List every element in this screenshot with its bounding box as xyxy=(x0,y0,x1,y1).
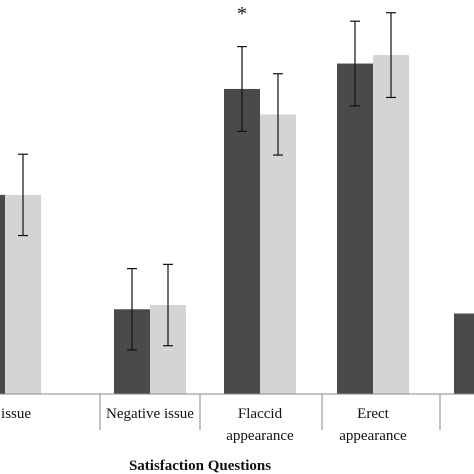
significance-marker-1: * xyxy=(237,3,247,25)
significance-layer: * xyxy=(237,3,247,25)
bar-s2-c4 xyxy=(373,55,409,395)
bar-s1-c1 xyxy=(0,194,5,394)
x-tick-label-3: Flaccid appearance xyxy=(226,406,294,444)
x-tick-label-3-line-2: appearance xyxy=(226,428,294,444)
x-tick-label-2-line-1: Negative issue xyxy=(106,406,194,422)
bars-layer xyxy=(0,55,474,395)
x-tick-labels-layer: ive issue Negative issue Flaccid appearance… xyxy=(0,406,407,444)
bar-s1-c4 xyxy=(337,63,373,394)
error-bars-layer xyxy=(18,12,396,351)
bar-s2-c3 xyxy=(260,114,296,395)
x-axis-title: Satisfaction Questions xyxy=(129,458,271,474)
x-tick-label-3-line-1: Flaccid xyxy=(238,406,283,422)
x-tick-label-4: Erect appearance xyxy=(339,406,407,444)
bar-s1-c3 xyxy=(224,88,260,394)
x-tick-label-2: Negative issue xyxy=(106,406,194,422)
x-tick-label-1-line-1: ive issue xyxy=(0,406,31,422)
x-ticks-layer xyxy=(99,394,441,430)
bar-s1-c5 xyxy=(454,313,474,394)
x-tick-label-4-line-2: appearance xyxy=(339,428,407,444)
x-tick-label-4-line-1: Erect xyxy=(357,406,389,422)
x-tick-label-1: ive issue xyxy=(0,406,31,422)
